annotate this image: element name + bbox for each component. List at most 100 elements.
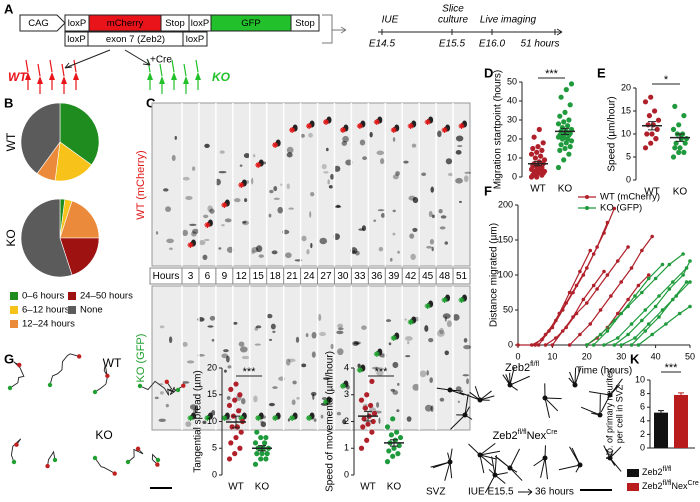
track-marker <box>407 319 414 325</box>
trace-point <box>547 329 551 333</box>
neuron-process <box>494 448 523 481</box>
neuron-soma <box>462 412 468 418</box>
y-tick-label: 0 <box>344 469 349 479</box>
trace-line <box>620 281 691 346</box>
cell-blob <box>218 170 227 174</box>
genotype-label: KO <box>212 70 231 84</box>
legend-swatch <box>627 469 639 477</box>
hours-value: 45 <box>422 271 434 282</box>
track-marker <box>390 335 397 341</box>
data-point <box>361 416 367 422</box>
y-tick-label: 6 <box>640 402 645 412</box>
data-point <box>646 113 653 119</box>
error-bar <box>390 439 398 447</box>
legend-swatch <box>10 292 18 300</box>
trace-point <box>567 343 572 347</box>
cell-blob <box>174 135 177 140</box>
cell-blob <box>412 196 419 204</box>
condition-title-part: Zeb2 <box>505 362 530 374</box>
data-point <box>676 122 682 128</box>
data-point <box>555 164 562 171</box>
legend-label-part: Zeb2 <box>642 481 663 491</box>
cell-blob <box>424 404 433 412</box>
panel-label: B <box>4 95 13 110</box>
trajectory-end <box>181 383 186 388</box>
trace-line <box>551 271 605 346</box>
error-bar <box>232 415 240 429</box>
trajectory-start <box>11 459 17 465</box>
track-marker <box>306 123 313 129</box>
neuron-process <box>533 445 549 480</box>
cre-label: +Cre <box>150 55 172 66</box>
neuron-process <box>195 59 199 90</box>
cell-blob <box>333 165 341 172</box>
trace-line <box>638 306 691 346</box>
trace-point <box>667 287 672 291</box>
trajectory <box>166 381 179 395</box>
trace-point <box>588 322 593 326</box>
cell-blob <box>253 154 256 158</box>
cell-blob <box>182 341 188 347</box>
region-label: SVZ <box>426 487 445 498</box>
neuron-soma <box>542 395 548 401</box>
legend-label: 0–6 hours <box>22 291 65 302</box>
cell-blob <box>406 416 412 422</box>
y-tick-label: 0 <box>626 174 631 184</box>
cell-blob <box>411 143 417 148</box>
cell-blob <box>342 419 347 425</box>
data-point <box>258 434 264 441</box>
pie-slice <box>59 200 100 239</box>
trace-line <box>603 267 687 346</box>
cell-blob <box>204 238 210 242</box>
y-tick-label: 20 <box>621 82 631 92</box>
track-marker <box>289 415 296 421</box>
trace-point <box>640 248 644 253</box>
cell-blob <box>334 205 342 208</box>
cell-blob <box>258 254 264 258</box>
neuron-soma <box>607 455 613 461</box>
y-tick-label: 15 <box>621 105 631 115</box>
cell-blob <box>287 418 290 422</box>
y-tick-label: 2 <box>640 429 645 439</box>
y-tick-label: 50 <box>507 76 517 86</box>
trace-line <box>593 264 663 346</box>
legend-label: None <box>80 305 103 316</box>
data-point <box>263 434 269 441</box>
cell-blob <box>219 150 225 154</box>
cell-blob <box>421 172 427 177</box>
trajectory-start <box>7 385 13 391</box>
cell-blob <box>270 323 276 330</box>
cell-blob <box>407 341 410 345</box>
data-point <box>394 429 400 435</box>
error-bar <box>648 121 656 131</box>
cell-blob <box>395 171 400 176</box>
x-tick-label: WT <box>228 482 244 493</box>
condition-title-part: Zeb2 <box>493 430 518 442</box>
legend-swatch <box>68 306 76 314</box>
neuron <box>195 72 201 80</box>
cell-blob <box>223 349 229 353</box>
cell-blob <box>209 208 215 214</box>
data-point <box>252 461 259 467</box>
construct-label: GFP <box>241 18 261 29</box>
data-point <box>234 424 240 430</box>
trajectory-end <box>14 442 19 447</box>
construct-box <box>182 31 208 47</box>
cell-blob <box>429 377 433 383</box>
cell-blob <box>251 250 255 255</box>
cell-blob <box>321 163 327 170</box>
cell-blob <box>319 331 327 337</box>
data-point <box>649 131 655 137</box>
x-tick-label: 20 <box>582 351 592 361</box>
bar <box>654 412 668 448</box>
cell-blob <box>159 325 165 329</box>
construct-label: loxP <box>186 34 204 45</box>
cell-blob <box>286 146 294 154</box>
y-tick-label: 20 <box>507 133 517 143</box>
data-point <box>655 117 662 123</box>
cell-blob <box>182 229 189 237</box>
image-strip <box>151 285 471 431</box>
cell-blob <box>273 185 278 192</box>
trace-point <box>640 318 644 323</box>
cell-blob <box>404 318 407 321</box>
